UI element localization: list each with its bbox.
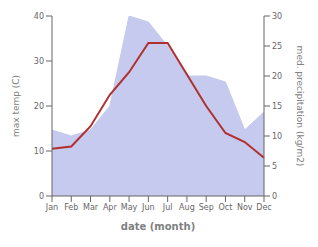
svg-text:10: 10 [34, 147, 44, 156]
svg-text:May: May [121, 203, 138, 212]
svg-text:Nov: Nov [237, 203, 253, 212]
svg-text:Jul: Jul [162, 203, 173, 212]
svg-text:30: 30 [272, 12, 282, 21]
svg-text:20: 20 [272, 72, 282, 81]
svg-text:Jan: Jan [45, 203, 58, 212]
svg-text:med. precipitation (kg/m2): med. precipitation (kg/m2) [295, 46, 305, 167]
svg-text:20: 20 [34, 102, 44, 111]
svg-text:Jun: Jun [141, 203, 155, 212]
svg-text:25: 25 [272, 42, 282, 51]
svg-text:Dec: Dec [256, 203, 271, 212]
svg-text:10: 10 [272, 132, 282, 141]
svg-text:date (month): date (month) [121, 221, 195, 232]
svg-text:40: 40 [34, 12, 44, 21]
svg-text:15: 15 [272, 102, 282, 111]
svg-text:Apr: Apr [103, 203, 118, 212]
svg-text:Mar: Mar [83, 203, 99, 212]
svg-text:0: 0 [272, 192, 277, 201]
svg-text:5: 5 [272, 162, 277, 171]
svg-text:Feb: Feb [64, 203, 78, 212]
svg-text:Oct: Oct [219, 203, 233, 212]
svg-text:Aug: Aug [179, 203, 195, 212]
svg-text:30: 30 [34, 57, 44, 66]
svg-text:0: 0 [39, 192, 44, 201]
svg-text:Sep: Sep [199, 203, 214, 212]
svg-text:max temp (C): max temp (C) [11, 75, 21, 137]
